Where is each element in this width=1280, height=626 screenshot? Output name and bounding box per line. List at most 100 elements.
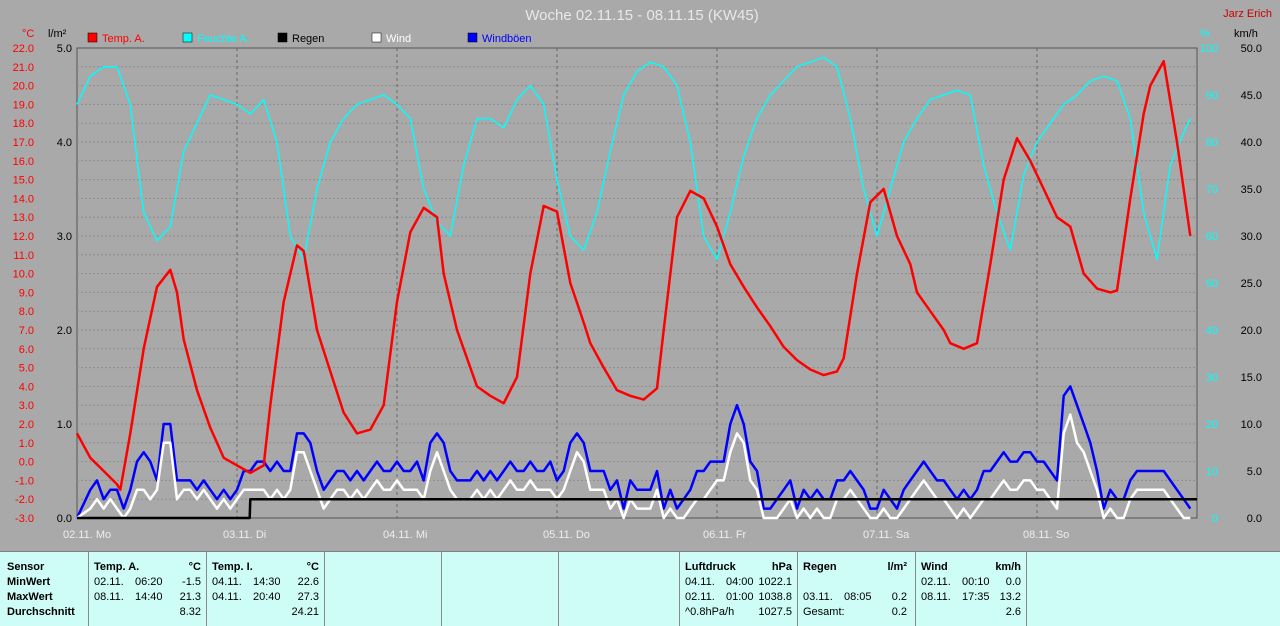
temp-i-column: Temp. I. °C 04.11. 14:30 22.6 04.11. 20:… [207, 552, 325, 626]
temp-a-min-time: 06:20 [135, 576, 163, 588]
luftdruck-column: Luftdruck hPa 04.11. 04:00 1022.1 02.11.… [680, 552, 798, 626]
wind-unit: km/h [995, 561, 1021, 573]
humidity-axis-tick: 100 [1200, 43, 1218, 55]
temp-axis-tick: 19.0 [13, 99, 34, 111]
temp-axis-tick: 17.0 [13, 137, 34, 149]
legend-swatch [467, 32, 478, 43]
luftdruck-trend-label: ^0.8hPa/h [685, 606, 735, 618]
temp-i-header: Temp. I. [212, 561, 253, 573]
temp-i-min-date: 04.11. [212, 576, 242, 588]
series-line-wind [76, 413, 1191, 520]
x-axis-day-label: 07.11. Sa [863, 529, 910, 541]
temp-a-unit: °C [188, 561, 201, 573]
x-axis-day-label: 04.11. Mi [383, 529, 427, 541]
temp-axis-tick: 11.0 [13, 250, 34, 262]
humidity-unit-label: % [1200, 28, 1210, 40]
legend-label: Temp. A. [102, 33, 145, 45]
regen-unit: l/m² [887, 561, 907, 573]
temp-i-unit: °C [306, 561, 319, 573]
empty-column-2 [442, 552, 559, 626]
regen-max-value: 0.2 [891, 591, 907, 603]
humidity-axis-tick: 80 [1206, 137, 1218, 149]
x-axis-day-label: 03.11. Di [223, 529, 266, 541]
wind-axis-tick: 15.0 [1241, 372, 1262, 384]
luftdruck-current-value: 1027.5 [758, 606, 792, 618]
temp-axis-tick: 18.0 [13, 118, 34, 130]
temp-a-header: Temp. A. [94, 561, 140, 573]
temp-axis-tick: -3.0 [15, 513, 34, 525]
luftdruck-header: Luftdruck [685, 561, 736, 573]
temp-axis-tick: 6.0 [19, 344, 34, 356]
luftdruck-unit: hPa [771, 561, 792, 573]
wind-min-time: 00:10 [962, 576, 990, 588]
temp-axis-tick: 5.0 [19, 363, 34, 375]
temp-axis-tick: 16.0 [13, 156, 34, 168]
rain-axis-tick: 5.0 [57, 43, 72, 55]
temp-a-min-value: -1.5 [182, 576, 201, 588]
temp-axis-tick: 15.0 [13, 175, 34, 187]
wind-max-value: 13.2 [999, 591, 1021, 603]
legend-swatch [182, 32, 193, 43]
wind-header: Wind [921, 561, 948, 573]
temp-i-max-date: 04.11. [212, 591, 242, 603]
luftdruck-min-date: 04.11. [685, 576, 715, 588]
temp-i-max-value: 27.3 [297, 591, 319, 603]
temp-axis-tick: 3.0 [19, 400, 34, 412]
humidity-axis-tick: 90 [1206, 90, 1218, 102]
temp-axis-tick: -2.0 [15, 494, 34, 506]
luftdruck-max-time: 01:00 [726, 591, 754, 603]
regen-max-time: 08:05 [844, 591, 872, 603]
temp-a-average: 8.32 [179, 606, 201, 618]
sensor-column: Sensor MinWert MaxWert Durchschnitt [0, 552, 89, 626]
temp-a-min-date: 02.11. [94, 576, 124, 588]
wind-axis-tick: 0.0 [1247, 513, 1262, 525]
humidity-axis-tick: 10 [1206, 466, 1218, 478]
wind-unit-label: km/h [1234, 28, 1258, 40]
row-label-avg: Durchschnitt [7, 606, 75, 618]
humidity-axis-tick: 30 [1206, 372, 1218, 384]
luftdruck-min-time: 04:00 [726, 576, 754, 588]
temp-axis-tick: 8.0 [19, 306, 34, 318]
sensor-header: Sensor [7, 561, 45, 573]
temp-axis-tick: 22.0 [13, 43, 34, 55]
rain-axis-tick: 4.0 [57, 137, 72, 149]
humidity-axis-tick: 20 [1206, 419, 1218, 431]
wind-average: 2.6 [1005, 606, 1021, 618]
temp-axis-tick: 10.0 [13, 269, 34, 281]
temp-axis-tick: 2.0 [19, 419, 34, 431]
rain-axis-tick: 0.0 [57, 513, 72, 525]
temp-i-min-value: 22.6 [297, 576, 319, 588]
temp-axis-tick: -1.0 [15, 475, 34, 487]
x-axis-day-label: 08.11. So [1023, 529, 1069, 541]
wind-min-value: 0.0 [1005, 576, 1021, 588]
rain-axis-tick: 1.0 [57, 419, 72, 431]
temp-a-max-time: 14:40 [135, 591, 163, 603]
humidity-axis-tick: 60 [1206, 231, 1218, 243]
wind-axis-tick: 10.0 [1241, 419, 1262, 431]
series-line-regen [77, 497, 1197, 520]
wind-axis-tick: 40.0 [1241, 137, 1262, 149]
plot-area [76, 47, 1198, 519]
regen-column: Regen l/m² 03.11. 08:05 0.2 Gesamt: 0.2 [798, 552, 916, 626]
regen-header: Regen [803, 561, 837, 573]
temp-axis-tick: 20.0 [13, 81, 34, 93]
luftdruck-min-value: 1022.1 [758, 576, 792, 588]
regen-total-value: 0.2 [891, 606, 907, 618]
empty-column-3 [559, 552, 680, 626]
temp-axis-tick: 12.0 [13, 231, 34, 243]
author-label: Jarz Erich [1223, 8, 1272, 20]
legend-label: Windböen [482, 33, 532, 45]
row-label-min: MinWert [7, 576, 51, 588]
temp-i-min-time: 14:30 [253, 576, 281, 588]
humidity-axis-tick: 50 [1206, 278, 1218, 290]
temp-a-column: Temp. A. °C 02.11. 06:20 -1.5 08.11. 14:… [89, 552, 207, 626]
x-axis-day-label: 02.11. Mo [63, 529, 111, 541]
wind-axis-tick: 30.0 [1241, 231, 1262, 243]
wind-axis-tick: 5.0 [1247, 466, 1262, 478]
wind-axis-tick: 45.0 [1241, 90, 1262, 102]
temp-axis-tick: 21.0 [13, 62, 34, 74]
weather-chart: 22.0 21.0 20.0 19.0 18.0 17.0 16.0 15.0 14.0 13.0… [13, 7, 1272, 541]
legend-swatch [277, 32, 288, 43]
temp-axis-tick: 9.0 [19, 287, 34, 299]
rain-axis-tick: 2.0 [57, 325, 72, 337]
